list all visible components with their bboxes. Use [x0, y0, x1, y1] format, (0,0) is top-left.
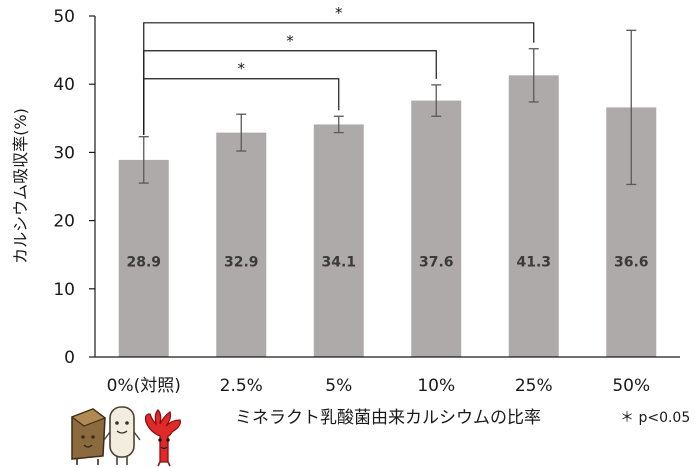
data-label: 37.6 [419, 255, 454, 271]
data-label: 34.1 [321, 255, 356, 271]
significance-bracket [143, 22, 535, 135]
bar [313, 124, 364, 357]
y-tick-label: 20 [53, 212, 75, 232]
bar [411, 100, 462, 358]
error-bars-group [138, 29, 637, 186]
y-tick-label: 10 [53, 280, 75, 300]
y-tick-label: 30 [53, 143, 75, 163]
y-tick-label: 0 [64, 348, 75, 368]
data-label: 28.9 [126, 255, 161, 271]
significance-brackets: * * * [143, 4, 535, 135]
significance-star: * [286, 32, 294, 50]
significance-star: * [335, 4, 343, 22]
bar [216, 132, 267, 357]
y-tick-label: 40 [53, 75, 75, 95]
seaweed-icon [144, 409, 181, 467]
bar [118, 159, 169, 357]
category-label: 10% [417, 376, 455, 396]
tofu-icon [103, 406, 141, 465]
data-label: 36.6 [614, 255, 649, 271]
significance-bracket [143, 50, 437, 135]
category-label: 5% [325, 376, 352, 396]
axes-group [89, 15, 680, 358]
y-tick-label: 50 [53, 7, 75, 27]
significance-note: ＊ p<0.05 [620, 410, 690, 426]
data-label: 41.3 [516, 255, 551, 271]
category-label: 50% [612, 376, 650, 396]
bar [508, 75, 559, 358]
data-label: 32.9 [224, 255, 259, 271]
category-label: 0%(対照) [107, 376, 181, 396]
category-label: 25% [515, 376, 553, 396]
x-tick-labels: 0%(対照) 2.5% 5% 10% 25% 50% [107, 376, 651, 396]
cheese-icon [70, 408, 107, 465]
value-labels-group: 28.9 32.9 34.1 37.6 41.3 36.6 [126, 255, 648, 271]
y-tick-labels: 0 10 20 30 40 50 [53, 7, 75, 368]
y-axis-label: カルシウム吸収率(%) [11, 108, 30, 264]
category-label: 2.5% [220, 376, 263, 396]
x-axis-label: ミネラクト乳酸菌由来カルシウムの比率 [235, 408, 541, 428]
bars-group [118, 75, 657, 358]
significance-star: * [238, 60, 246, 78]
